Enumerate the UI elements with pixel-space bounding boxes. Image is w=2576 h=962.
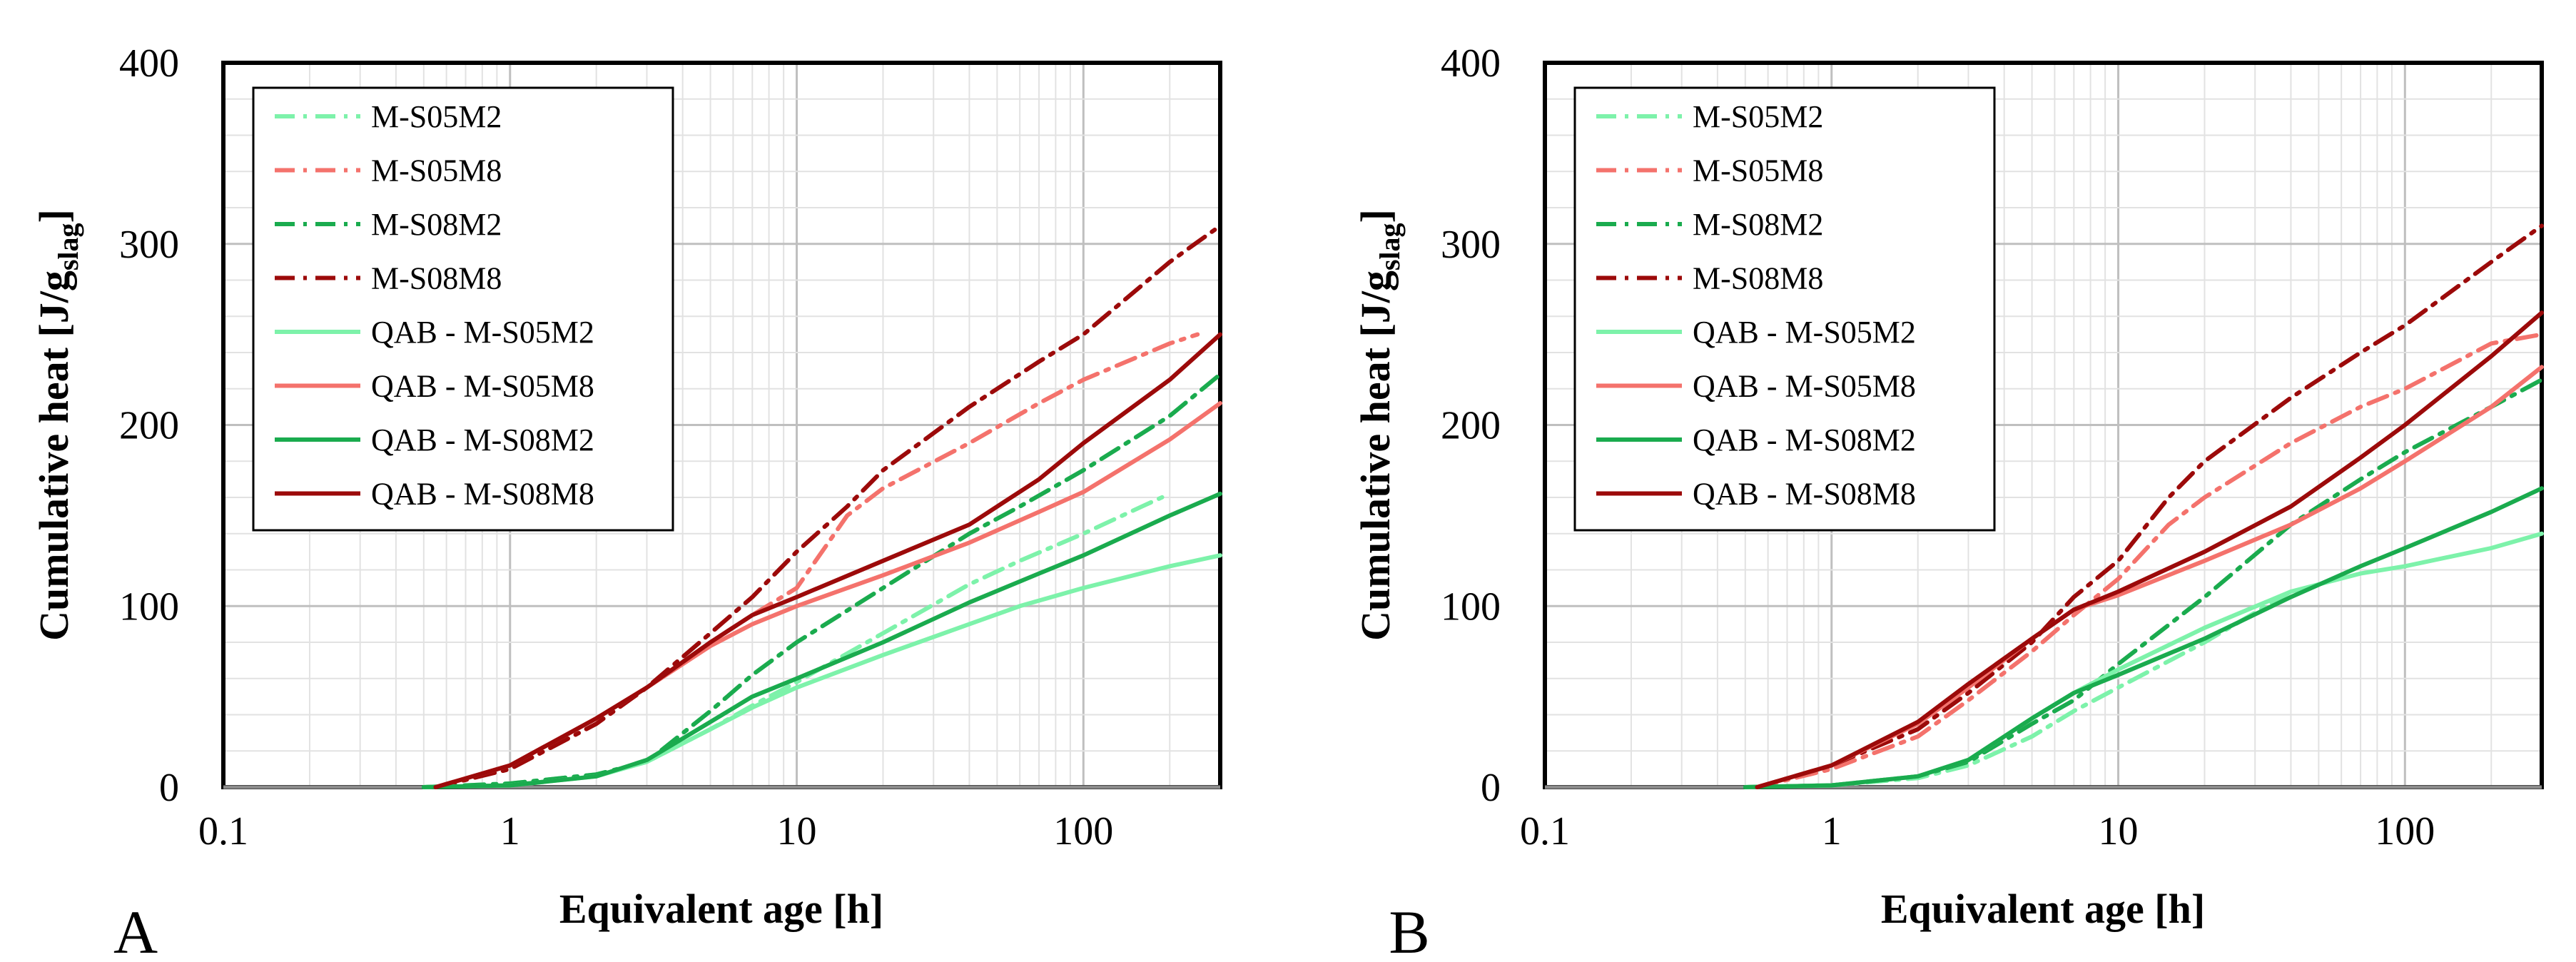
x-tick-label: 100 (1053, 809, 1113, 854)
legend-label: QAB - M-S05M2 (1693, 315, 1916, 350)
panel-label: B (1389, 898, 1429, 962)
y-axis-label-subscript: slag (52, 223, 84, 270)
legend-label: M-S05M2 (1693, 99, 1823, 134)
legend-label: QAB - M-S05M2 (371, 315, 594, 350)
y-axis-label-end: ] (31, 209, 77, 223)
legend-label: QAB - M-S08M8 (371, 477, 594, 512)
chart-panel-a: 0.1 1 10 100 0 100 200 300 400 Equivalent age [h]… (31, 41, 1222, 962)
legend: M-S05M2 M-S05M8 M-S08M2 M-S08M8 QAB - M-S05M… (252, 86, 674, 532)
series-line-m-s05m8 (1755, 332, 2544, 789)
series-lines (1743, 223, 2544, 789)
legend-label: M-S08M2 (371, 207, 502, 242)
y-axis-label-subscript: slag (1374, 223, 1406, 270)
legend-label: M-S05M8 (1693, 153, 1823, 188)
y-axis-label: Cumulative heat [J/gslag] (1352, 209, 1406, 641)
y-tick-label: 300 (119, 223, 179, 267)
chart-panel-b: 0.1 1 10 100 0 100 200 300 400 Equivalent age [h]… (1352, 41, 2544, 962)
legend-label: QAB - M-S08M8 (1693, 477, 1916, 512)
y-axis-label-main: Cumulative heat [J/g (31, 270, 77, 641)
series-line-qab-m-s08m8 (433, 332, 1222, 789)
y-tick-label: 200 (1441, 404, 1501, 448)
legend-label: M-S05M8 (371, 153, 502, 188)
series-line-qab-m-s08m2 (1743, 486, 2544, 789)
y-tick-label: 400 (119, 41, 179, 86)
legend-label: QAB - M-S05M8 (1693, 369, 1916, 404)
panel-label: A (113, 898, 158, 962)
series-lines (421, 223, 1222, 789)
x-tick-label: 0.1 (198, 809, 248, 854)
legend-label: QAB - M-S05M8 (371, 369, 594, 404)
y-axis-label-end: ] (1352, 209, 1399, 223)
y-tick-label: 0 (159, 766, 179, 810)
series-line-qab-m-s08m2 (421, 491, 1222, 789)
series-line-qab-m-s08m8 (1755, 310, 2544, 789)
y-tick-label: 100 (1441, 584, 1501, 629)
x-axis-label: Equivalent age [h] (1881, 886, 2205, 932)
y-axis-label: Cumulative heat [J/gslag] (31, 209, 84, 641)
legend-label: M-S08M2 (1693, 207, 1823, 242)
legend-box (252, 86, 674, 532)
x-tick-label: 1 (500, 809, 520, 854)
legend-label: QAB - M-S08M2 (371, 422, 594, 457)
y-tick-label: 300 (1441, 223, 1501, 267)
y-tick-label: 400 (1441, 41, 1501, 86)
x-tick-label: 10 (777, 809, 817, 854)
series-line-m-s05m2 (1743, 589, 2293, 789)
y-tick-label: 100 (119, 584, 179, 629)
y-tick-label: 200 (119, 404, 179, 448)
legend-label: M-S05M2 (371, 99, 502, 134)
legend-label: M-S08M8 (1693, 261, 1823, 296)
y-axis-label-main: Cumulative heat [J/g (1352, 270, 1399, 641)
series-line-m-s08m8 (433, 223, 1222, 789)
series-line-m-s08m8 (1755, 223, 2544, 789)
x-axis-label: Equivalent age [h] (559, 886, 883, 932)
x-tick-label: 0.1 (1520, 809, 1570, 854)
legend-label: M-S08M8 (371, 261, 502, 296)
x-tick-label: 10 (2099, 809, 2139, 854)
y-tick-label: 0 (1481, 766, 1501, 810)
x-tick-label: 100 (2375, 809, 2435, 854)
legend: M-S05M2 M-S05M8 M-S08M2 M-S08M8 QAB - M-S05M… (1573, 86, 1996, 532)
x-tick-label: 1 (1822, 809, 1842, 854)
legend-box (1573, 86, 1996, 532)
legend-label: QAB - M-S08M2 (1693, 422, 1916, 457)
